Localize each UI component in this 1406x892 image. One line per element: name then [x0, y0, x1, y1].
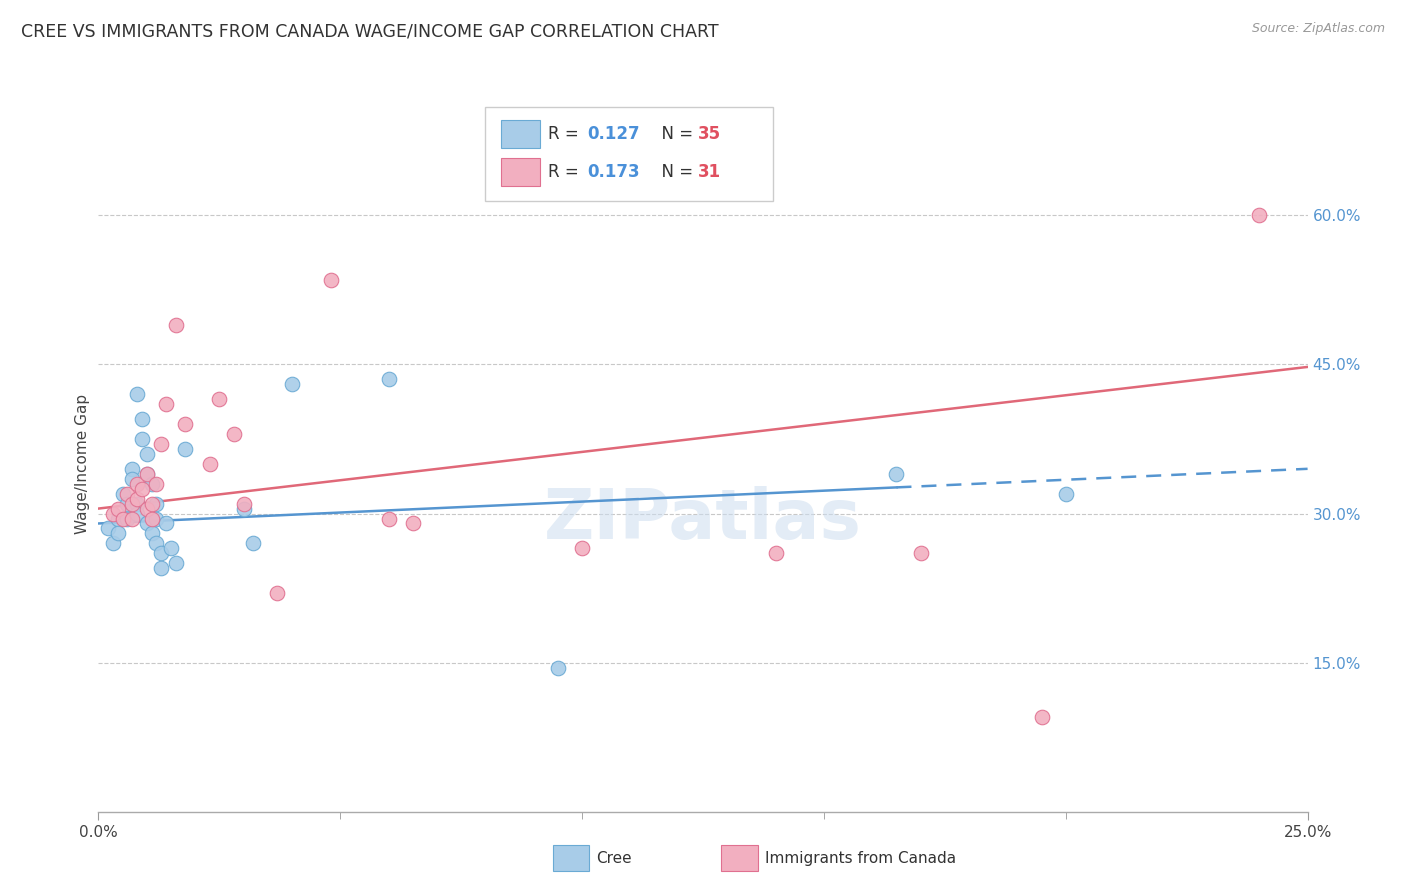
Text: 0.173: 0.173: [588, 163, 640, 181]
Text: Cree: Cree: [596, 851, 631, 865]
Point: [1054, 486, 1077, 500]
Point: [242, 536, 264, 550]
Point: [174, 417, 197, 431]
Point: [155, 397, 177, 411]
Point: [765, 546, 787, 560]
Point: [145, 497, 167, 511]
Point: [111, 511, 134, 525]
Point: [155, 516, 177, 531]
Point: [101, 536, 124, 550]
Point: [135, 467, 157, 481]
Point: [886, 467, 908, 481]
Point: [571, 541, 593, 556]
Point: [160, 541, 183, 556]
Point: [141, 526, 163, 541]
Text: N =: N =: [651, 163, 699, 181]
Point: [127, 507, 149, 521]
Point: [117, 497, 139, 511]
Point: [377, 511, 399, 525]
Point: [402, 516, 425, 531]
Point: [121, 511, 143, 525]
Point: [174, 442, 197, 456]
Point: [150, 546, 173, 560]
Point: [222, 427, 245, 442]
Point: [232, 501, 254, 516]
Point: [131, 482, 153, 496]
Point: [131, 432, 153, 446]
Point: [1249, 208, 1271, 222]
Point: [150, 437, 173, 451]
Point: [198, 457, 221, 471]
Point: [127, 497, 149, 511]
Point: [232, 497, 254, 511]
Text: ZIPatlas: ZIPatlas: [544, 486, 862, 553]
Point: [127, 491, 149, 506]
Point: [135, 501, 157, 516]
Point: [319, 273, 342, 287]
Point: [135, 447, 157, 461]
Point: [111, 486, 134, 500]
Point: [121, 472, 143, 486]
Point: [1031, 710, 1053, 724]
Point: [117, 486, 139, 500]
Point: [135, 467, 157, 481]
Point: [127, 387, 149, 401]
Point: [266, 586, 288, 600]
Point: [165, 556, 187, 570]
Point: [165, 318, 187, 332]
Text: 0.127: 0.127: [588, 125, 640, 143]
Point: [281, 377, 304, 392]
Point: [150, 561, 173, 575]
Point: [145, 511, 167, 525]
Point: [101, 507, 124, 521]
Text: R =: R =: [548, 163, 585, 181]
Point: [377, 372, 399, 386]
Point: [107, 501, 129, 516]
Point: [141, 511, 163, 525]
Text: R =: R =: [548, 125, 585, 143]
Point: [145, 536, 167, 550]
Text: Immigrants from Canada: Immigrants from Canada: [765, 851, 956, 865]
Point: [131, 412, 153, 426]
Point: [97, 521, 120, 535]
Text: 31: 31: [697, 163, 720, 181]
Y-axis label: Wage/Income Gap: Wage/Income Gap: [75, 393, 90, 534]
Point: [117, 511, 139, 525]
Text: CREE VS IMMIGRANTS FROM CANADA WAGE/INCOME GAP CORRELATION CHART: CREE VS IMMIGRANTS FROM CANADA WAGE/INCO…: [21, 22, 718, 40]
Point: [910, 546, 932, 560]
Text: N =: N =: [651, 125, 699, 143]
Point: [107, 511, 129, 525]
Point: [121, 462, 143, 476]
Point: [141, 476, 163, 491]
Point: [121, 497, 143, 511]
Point: [141, 497, 163, 511]
Text: 35: 35: [697, 125, 720, 143]
Point: [547, 660, 569, 674]
Text: Source: ZipAtlas.com: Source: ZipAtlas.com: [1251, 22, 1385, 36]
Point: [145, 476, 167, 491]
Point: [135, 516, 157, 531]
Point: [127, 476, 149, 491]
Point: [208, 392, 231, 407]
Point: [107, 526, 129, 541]
